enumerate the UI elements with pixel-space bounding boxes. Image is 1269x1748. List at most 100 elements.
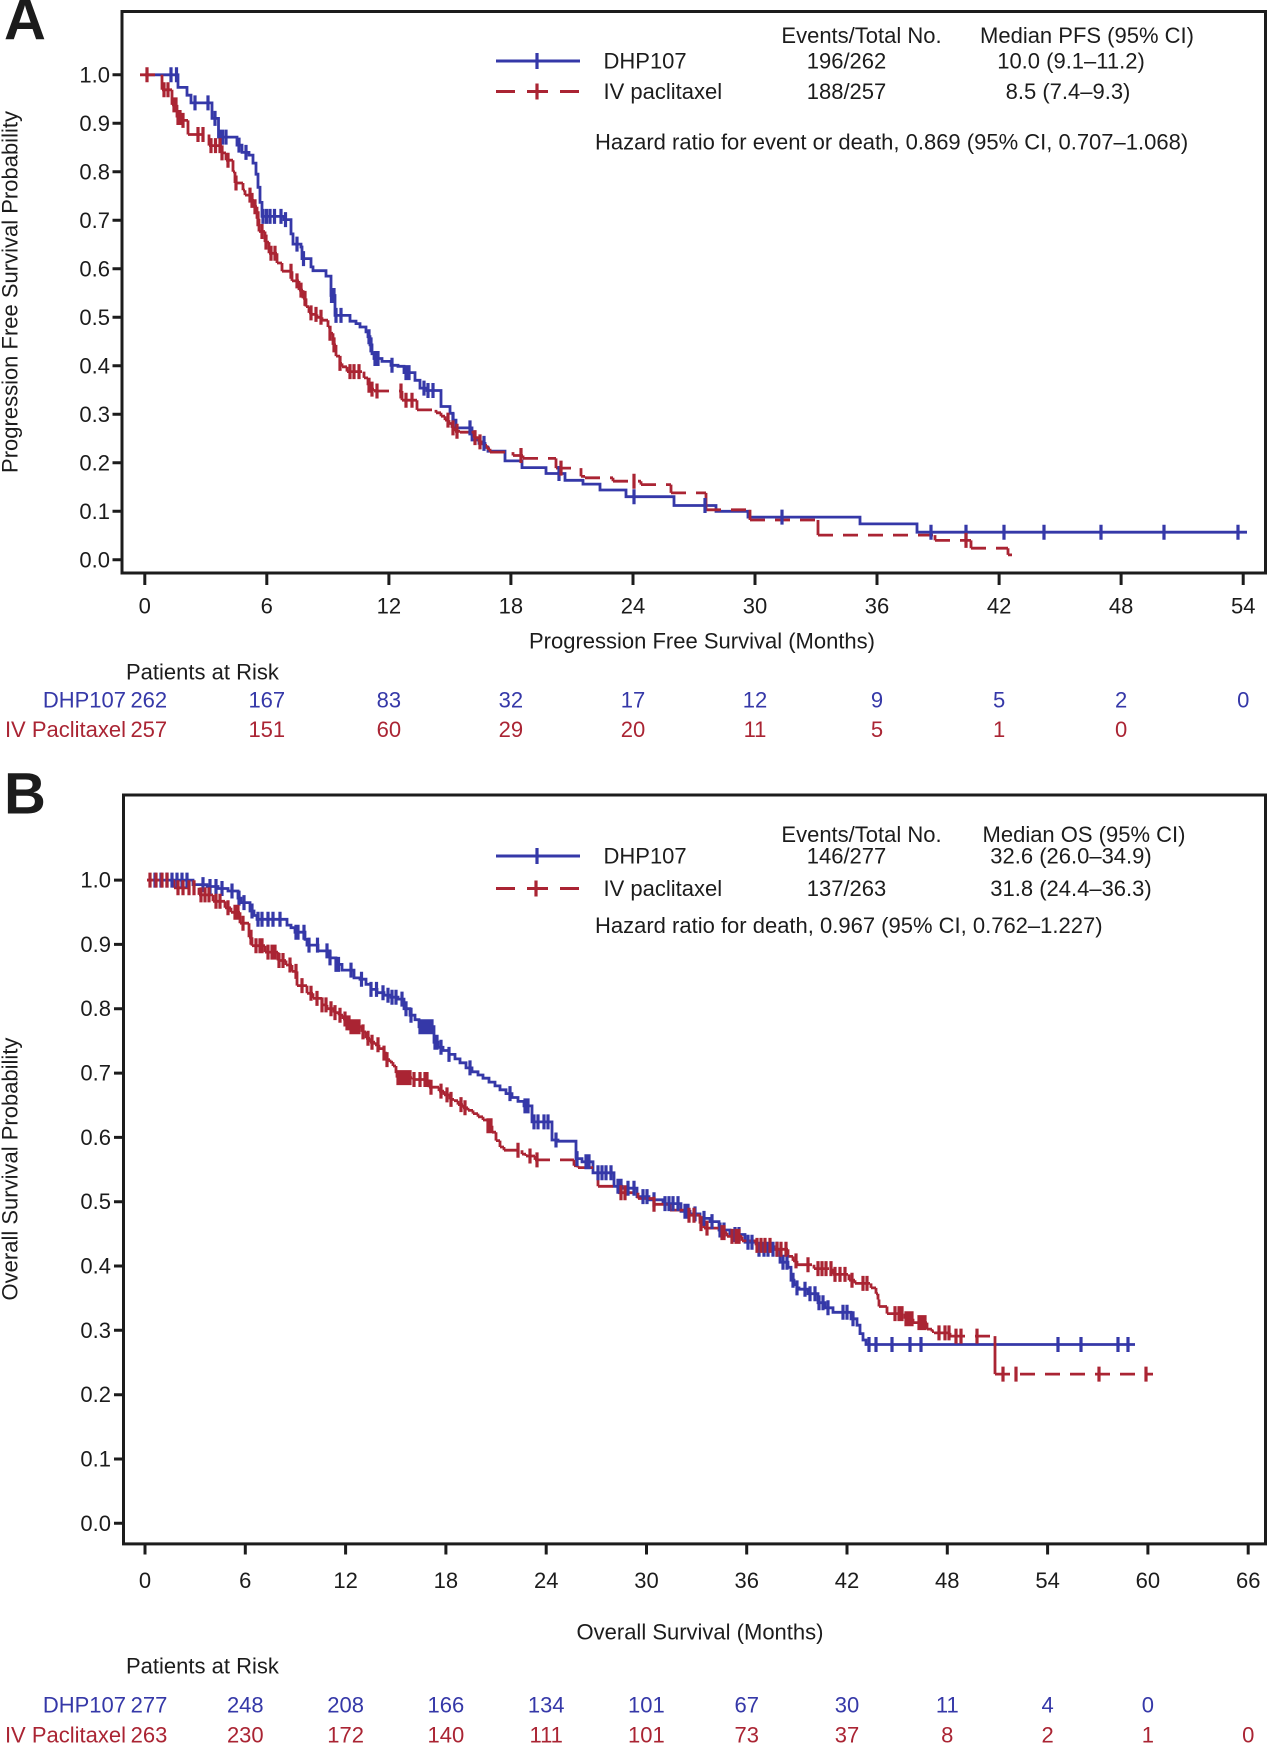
svg-text:1: 1 bbox=[1142, 1723, 1154, 1744]
svg-text:0.1: 0.1 bbox=[80, 1447, 111, 1472]
svg-text:0: 0 bbox=[1237, 688, 1249, 713]
svg-text:IV Paclitaxel: IV Paclitaxel bbox=[5, 717, 126, 742]
svg-text:Overall Survival (Months): Overall Survival (Months) bbox=[577, 1620, 824, 1645]
svg-text:42: 42 bbox=[987, 594, 1011, 619]
svg-text:DHP107: DHP107 bbox=[43, 1693, 126, 1718]
svg-text:167: 167 bbox=[248, 688, 285, 713]
svg-text:263: 263 bbox=[131, 1723, 168, 1744]
svg-text:12: 12 bbox=[333, 1568, 357, 1593]
svg-text:2: 2 bbox=[1115, 688, 1127, 713]
svg-text:36: 36 bbox=[734, 1568, 758, 1593]
svg-text:12: 12 bbox=[743, 688, 767, 713]
svg-text:48: 48 bbox=[1109, 594, 1133, 619]
svg-text:0: 0 bbox=[1115, 717, 1127, 742]
svg-text:248: 248 bbox=[227, 1693, 264, 1718]
svg-text:208: 208 bbox=[327, 1693, 364, 1718]
svg-text:1.0: 1.0 bbox=[79, 62, 110, 87]
svg-text:Median PFS (95% CI): Median PFS (95% CI) bbox=[980, 23, 1194, 48]
svg-text:146/277: 146/277 bbox=[807, 844, 887, 869]
svg-text:Events/Total No.: Events/Total No. bbox=[781, 23, 941, 48]
svg-text:0.7: 0.7 bbox=[80, 1061, 111, 1086]
svg-text:32: 32 bbox=[499, 688, 523, 713]
svg-text:0.9: 0.9 bbox=[79, 111, 110, 136]
svg-text:30: 30 bbox=[634, 1568, 658, 1593]
svg-text:166: 166 bbox=[428, 1693, 465, 1718]
svg-text:0: 0 bbox=[1142, 1693, 1154, 1718]
svg-text:11: 11 bbox=[744, 717, 767, 742]
svg-text:0: 0 bbox=[1242, 1723, 1254, 1744]
svg-text:140: 140 bbox=[428, 1723, 465, 1744]
svg-text:Hazard ratio for event or deat: Hazard ratio for event or death, 0.869 (… bbox=[595, 130, 1188, 155]
svg-text:IV Paclitaxel: IV Paclitaxel bbox=[5, 1723, 126, 1744]
svg-text:0.2: 0.2 bbox=[79, 450, 110, 475]
svg-text:101: 101 bbox=[628, 1693, 665, 1718]
svg-text:Patients at Risk: Patients at Risk bbox=[126, 660, 280, 685]
svg-text:54: 54 bbox=[1231, 594, 1255, 619]
svg-text:Events/Total No.: Events/Total No. bbox=[781, 822, 941, 847]
svg-text:6: 6 bbox=[239, 1568, 251, 1593]
svg-text:83: 83 bbox=[377, 688, 401, 713]
svg-text:32.6 (26.0–34.9): 32.6 (26.0–34.9) bbox=[990, 844, 1151, 869]
svg-text:Patients at Risk: Patients at Risk bbox=[126, 1654, 280, 1679]
svg-text:0.0: 0.0 bbox=[79, 547, 110, 572]
svg-text:36: 36 bbox=[865, 594, 889, 619]
svg-text:1: 1 bbox=[993, 717, 1005, 742]
svg-text:0.2: 0.2 bbox=[80, 1382, 111, 1407]
svg-text:2: 2 bbox=[1041, 1723, 1053, 1744]
svg-text:9: 9 bbox=[871, 688, 883, 713]
svg-text:1.0: 1.0 bbox=[80, 868, 111, 893]
svg-text:0.6: 0.6 bbox=[80, 1125, 111, 1150]
svg-text:37: 37 bbox=[835, 1723, 859, 1744]
svg-text:137/263: 137/263 bbox=[807, 876, 887, 901]
svg-text:0.3: 0.3 bbox=[79, 402, 110, 427]
svg-text:A: A bbox=[4, 0, 46, 53]
svg-text:48: 48 bbox=[935, 1568, 959, 1593]
svg-text:0: 0 bbox=[139, 1568, 151, 1593]
svg-text:196/262: 196/262 bbox=[807, 49, 887, 74]
svg-text:0.8: 0.8 bbox=[79, 159, 110, 184]
svg-text:DHP107: DHP107 bbox=[604, 844, 687, 869]
svg-text:277: 277 bbox=[131, 1693, 168, 1718]
svg-text:101: 101 bbox=[628, 1723, 665, 1744]
svg-text:262: 262 bbox=[130, 688, 167, 713]
svg-text:17: 17 bbox=[621, 688, 645, 713]
svg-text:111: 111 bbox=[529, 1723, 562, 1744]
svg-text:42: 42 bbox=[835, 1568, 859, 1593]
svg-text:Progression Free Survival Prob: Progression Free Survival Probability bbox=[0, 111, 23, 473]
svg-text:54: 54 bbox=[1035, 1568, 1059, 1593]
svg-text:6: 6 bbox=[261, 594, 273, 619]
svg-text:29: 29 bbox=[499, 717, 523, 742]
svg-text:0.7: 0.7 bbox=[79, 208, 110, 233]
svg-text:67: 67 bbox=[734, 1693, 758, 1718]
svg-text:0.9: 0.9 bbox=[80, 932, 111, 957]
svg-text:24: 24 bbox=[621, 594, 645, 619]
svg-text:DHP107: DHP107 bbox=[43, 688, 126, 713]
svg-text:4: 4 bbox=[1041, 1693, 1053, 1718]
svg-text:0.1: 0.1 bbox=[79, 499, 110, 524]
svg-text:20: 20 bbox=[621, 717, 645, 742]
svg-text:0.5: 0.5 bbox=[79, 305, 110, 330]
svg-text:31.8 (24.4–36.3): 31.8 (24.4–36.3) bbox=[990, 876, 1151, 901]
svg-text:0.4: 0.4 bbox=[79, 353, 110, 378]
svg-text:30: 30 bbox=[835, 1693, 859, 1718]
svg-text:8.5 (7.4–9.3): 8.5 (7.4–9.3) bbox=[1006, 79, 1131, 104]
svg-text:0.8: 0.8 bbox=[80, 996, 111, 1021]
svg-text:0.5: 0.5 bbox=[80, 1189, 111, 1214]
svg-text:0: 0 bbox=[139, 594, 151, 619]
svg-text:60: 60 bbox=[1136, 1568, 1160, 1593]
svg-text:Hazard ratio for death, 0.967: Hazard ratio for death, 0.967 (95% CI, 0… bbox=[595, 913, 1103, 938]
svg-text:12: 12 bbox=[377, 594, 401, 619]
svg-text:60: 60 bbox=[377, 717, 401, 742]
svg-text:Median OS (95% CI): Median OS (95% CI) bbox=[983, 822, 1186, 847]
svg-text:257: 257 bbox=[130, 717, 167, 742]
svg-text:24: 24 bbox=[534, 1568, 558, 1593]
svg-text:11: 11 bbox=[936, 1693, 959, 1718]
svg-text:5: 5 bbox=[871, 717, 883, 742]
svg-text:172: 172 bbox=[327, 1723, 364, 1744]
svg-text:66: 66 bbox=[1236, 1568, 1260, 1593]
svg-text:18: 18 bbox=[499, 594, 523, 619]
svg-text:0.4: 0.4 bbox=[80, 1254, 111, 1279]
svg-text:0.6: 0.6 bbox=[79, 256, 110, 281]
svg-text:134: 134 bbox=[528, 1693, 565, 1718]
svg-text:230: 230 bbox=[227, 1723, 264, 1744]
